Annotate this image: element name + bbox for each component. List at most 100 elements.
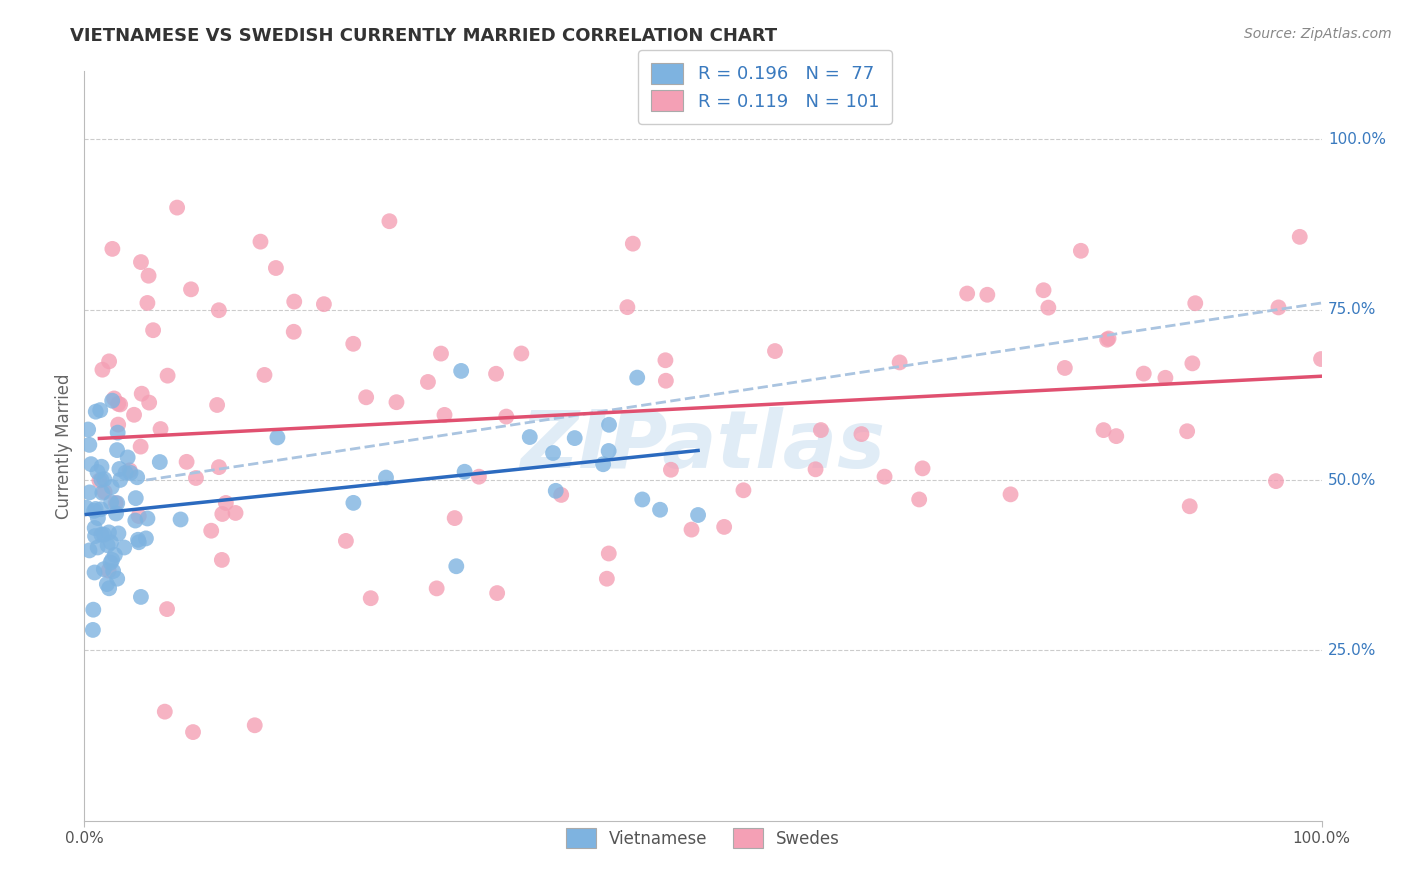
Point: [283, 325, 305, 339]
Point: [128, 508, 150, 523]
Point: [156, 602, 179, 616]
Text: Source: ZipAtlas.com: Source: ZipAtlas.com: [1244, 27, 1392, 41]
Point: [453, 465, 475, 479]
Point: [93, 527, 115, 541]
Text: VIETNAMESE VS SWEDISH CURRENTLY MARRIED CORRELATION CHART: VIETNAMESE VS SWEDISH CURRENTLY MARRIED …: [70, 27, 778, 45]
Point: [93, 562, 115, 576]
Point: [378, 214, 401, 228]
Point: [79, 485, 101, 500]
Point: [468, 469, 491, 483]
Point: [98, 582, 121, 596]
Point: [128, 535, 150, 549]
Point: [911, 461, 934, 475]
Point: [166, 201, 188, 215]
Point: [416, 375, 439, 389]
Point: [211, 553, 233, 567]
Point: [342, 496, 364, 510]
Point: [91, 485, 114, 500]
Point: [312, 297, 335, 311]
Point: [180, 282, 202, 296]
Point: [1105, 429, 1128, 443]
Point: [1265, 474, 1288, 488]
Point: [733, 483, 755, 498]
Point: [108, 473, 131, 487]
Point: [108, 462, 131, 476]
Point: [681, 523, 703, 537]
Point: [104, 496, 127, 510]
Point: [253, 368, 276, 382]
Point: [495, 409, 517, 424]
Point: [908, 492, 931, 507]
Point: [129, 590, 152, 604]
Text: 75.0%: 75.0%: [1327, 302, 1376, 318]
Point: [763, 344, 786, 359]
Point: [655, 374, 678, 388]
Point: [100, 535, 122, 549]
Point: [873, 469, 896, 483]
Point: [105, 496, 128, 510]
Point: [598, 444, 620, 458]
Point: [851, 427, 873, 442]
Point: [211, 507, 233, 521]
Point: [138, 395, 160, 409]
Point: [90, 527, 112, 541]
Point: [104, 548, 127, 562]
Point: [659, 463, 682, 477]
Point: [108, 397, 131, 411]
Point: [125, 491, 148, 505]
Point: [83, 521, 105, 535]
Point: [266, 430, 288, 444]
Point: [249, 235, 271, 249]
Point: [335, 533, 357, 548]
Point: [598, 417, 620, 432]
Point: [86, 465, 108, 479]
Point: [596, 572, 619, 586]
Point: [98, 354, 121, 368]
Point: [626, 370, 648, 384]
Point: [149, 422, 172, 436]
Point: [426, 582, 449, 596]
Point: [283, 294, 305, 309]
Point: [430, 346, 453, 360]
Point: [97, 525, 120, 540]
Point: [138, 268, 160, 283]
Point: [89, 403, 111, 417]
Point: [1097, 331, 1119, 345]
Point: [100, 495, 122, 509]
Point: [135, 532, 157, 546]
Point: [385, 395, 408, 409]
Point: [592, 457, 614, 471]
Point: [810, 423, 832, 437]
Text: ZIPatlas: ZIPatlas: [520, 407, 886, 485]
Point: [114, 466, 136, 480]
Point: [713, 520, 735, 534]
Point: [264, 260, 287, 275]
Point: [375, 470, 398, 484]
Point: [118, 463, 141, 477]
Point: [889, 355, 911, 369]
Point: [243, 718, 266, 732]
Point: [486, 586, 509, 600]
Point: [156, 368, 179, 383]
Point: [127, 470, 149, 484]
Point: [82, 623, 104, 637]
Point: [90, 502, 112, 516]
Text: 50.0%: 50.0%: [1327, 473, 1376, 488]
Point: [153, 705, 176, 719]
Point: [100, 556, 122, 570]
Point: [105, 507, 128, 521]
Point: [117, 450, 139, 465]
Point: [205, 398, 228, 412]
Point: [956, 286, 979, 301]
Point: [100, 480, 122, 494]
Point: [1175, 424, 1198, 438]
Point: [84, 502, 107, 516]
Point: [131, 386, 153, 401]
Point: [142, 323, 165, 337]
Point: [107, 397, 129, 411]
Point: [149, 455, 172, 469]
Point: [485, 367, 508, 381]
Point: [654, 353, 676, 368]
Point: [84, 529, 107, 543]
Point: [1000, 487, 1022, 501]
